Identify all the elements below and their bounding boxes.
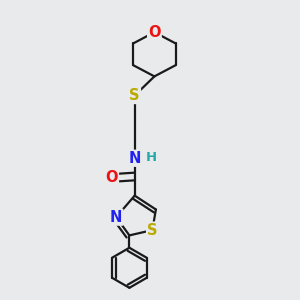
Text: N: N [128,151,141,166]
Text: N: N [110,210,122,225]
Text: O: O [106,170,118,185]
Text: S: S [129,88,140,103]
Text: S: S [147,223,158,238]
Text: H: H [146,151,157,164]
Text: O: O [148,25,161,40]
